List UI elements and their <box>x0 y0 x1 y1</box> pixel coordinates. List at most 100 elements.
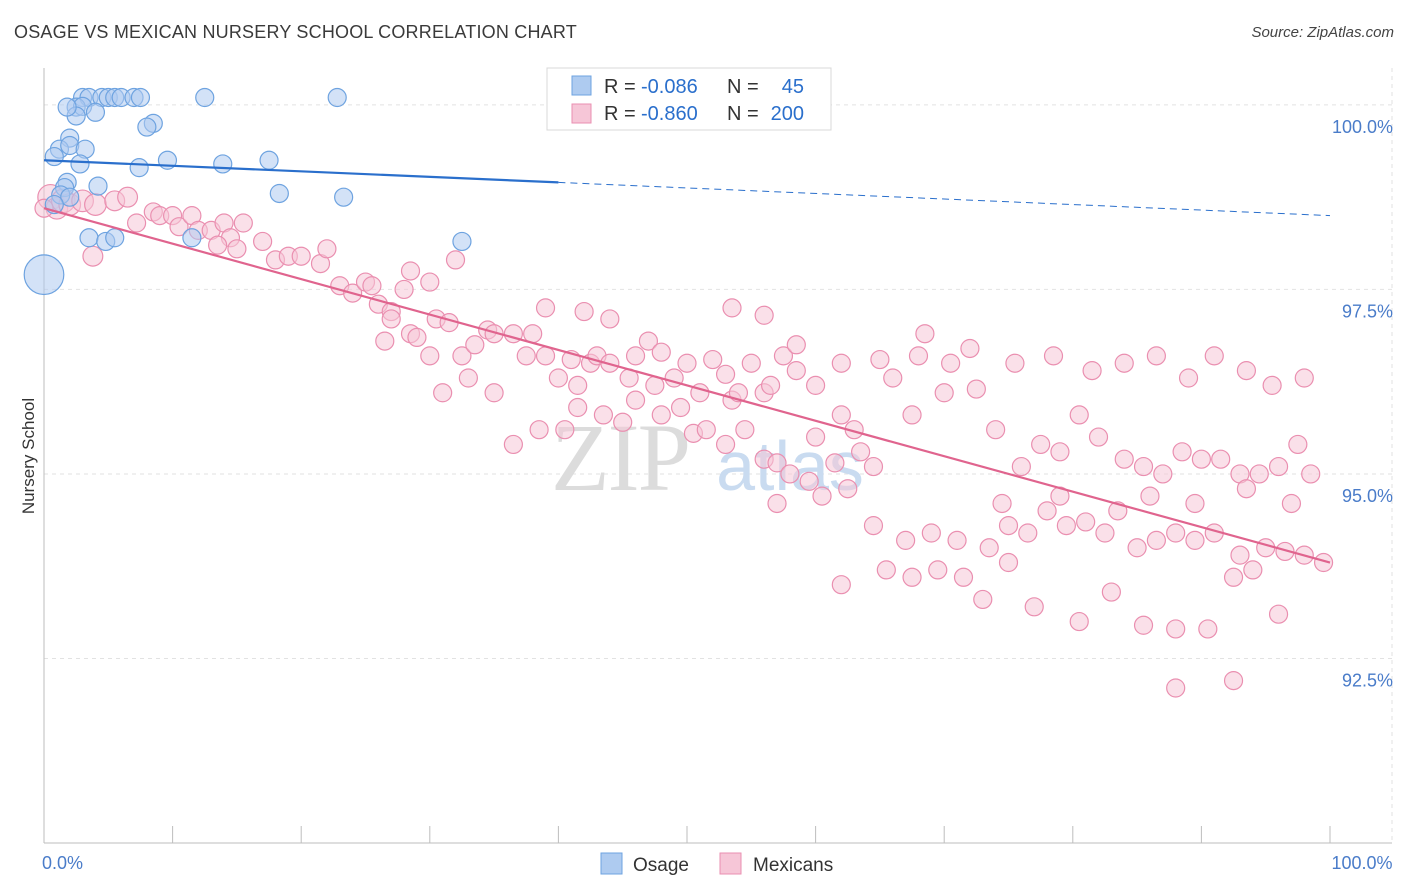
mexicans-point <box>1069 611 1089 632</box>
mexicans-points <box>34 183 1334 698</box>
osage-point <box>213 154 233 174</box>
osage-point <box>85 102 106 122</box>
mexicans-point <box>535 298 556 318</box>
osage-point <box>129 158 149 178</box>
mexicans-point <box>921 523 941 543</box>
mexicans-point <box>394 279 414 300</box>
mexicans-point <box>555 420 575 440</box>
y-tick-label: 100.0% <box>1332 117 1393 137</box>
osage-point <box>130 87 151 108</box>
mexicans-point <box>117 186 139 208</box>
stats-n-value-mexicans: 200 <box>771 103 804 125</box>
osage-point <box>137 117 157 137</box>
mexicans-point <box>1172 442 1192 462</box>
mexicans-point <box>82 245 104 267</box>
mexicans-point <box>516 346 536 366</box>
mexicans-point <box>362 276 382 296</box>
mexicans-point <box>1198 619 1218 639</box>
mexicans-point <box>998 516 1019 536</box>
osage-point <box>70 154 90 174</box>
osage-point <box>182 228 202 248</box>
mexicans-point <box>941 353 961 373</box>
osage-point <box>44 146 64 167</box>
mexicans-point <box>805 427 826 447</box>
mexicans-point <box>208 235 228 255</box>
mexicans-point <box>529 420 549 440</box>
mexicans-point <box>1166 678 1186 698</box>
stats-r-value-osage: -0.086 <box>641 76 698 98</box>
mexicans-point <box>677 353 697 373</box>
osage-point <box>57 97 77 117</box>
stats-r-label-osage: R = <box>604 76 636 98</box>
mexicans-point <box>1056 516 1076 536</box>
mexicans-point <box>767 453 787 473</box>
mexicans-point <box>169 217 189 237</box>
mexicans-point <box>1256 538 1276 558</box>
mexicans-point <box>851 442 871 462</box>
mexicans-point <box>908 346 929 366</box>
mexicans-point <box>1005 353 1025 373</box>
mexicans-point <box>1294 368 1314 388</box>
mexicans-point <box>1018 523 1038 543</box>
mexicans-point <box>1101 582 1121 602</box>
mexicans-point <box>381 309 401 329</box>
mexicans-point <box>786 361 806 381</box>
osage-trend-line <box>43 159 559 184</box>
osage-point <box>195 87 215 108</box>
stats-swatch-osage <box>571 75 592 96</box>
y-axis-title: Nursery School <box>19 398 38 514</box>
mexicans-point <box>1050 442 1070 462</box>
mexicans-point <box>625 390 646 410</box>
mexicans-point <box>465 335 485 355</box>
mexicans-point <box>715 434 736 455</box>
mexicans-point <box>1127 538 1147 558</box>
mexicans-point <box>400 261 421 281</box>
mexicans-point <box>1288 434 1308 455</box>
mexicans-point <box>786 335 806 355</box>
mexicans-point <box>876 560 896 580</box>
mexicans-point <box>433 383 453 403</box>
mexicans-point <box>548 368 569 388</box>
mexicans-point <box>651 405 671 425</box>
mexicans-point <box>960 338 980 359</box>
mexicans-point <box>780 464 800 484</box>
chart-title: OSAGE VS MEXICAN NURSERY SCHOOL CORRELAT… <box>14 22 577 42</box>
mexicans-point <box>831 405 851 425</box>
mexicans-point <box>1204 346 1224 366</box>
mexicans-point <box>651 342 671 362</box>
mexicans-point <box>928 560 948 580</box>
mexicans-point <box>1230 545 1250 565</box>
mexicans-point <box>953 567 974 587</box>
mexicans-point <box>1166 523 1186 543</box>
mexicans-point <box>233 213 253 233</box>
mexicans-point <box>126 213 147 233</box>
source-credit: Source: ZipAtlas.com <box>1251 24 1394 41</box>
mexicans-point <box>715 364 736 384</box>
mexicans-point <box>1095 523 1115 543</box>
mexicans-point <box>452 346 472 366</box>
mexicans-point <box>863 516 884 536</box>
mexicans-point <box>902 567 922 587</box>
mexicans-point <box>1114 449 1134 469</box>
mexicans-point <box>1268 456 1289 477</box>
mexicans-point <box>934 383 954 403</box>
mexicans-point <box>966 379 986 399</box>
osage-point <box>23 254 65 296</box>
mexicans-point <box>1262 375 1282 395</box>
mexicans-point <box>831 575 851 595</box>
mexicans-point <box>760 375 781 395</box>
mexicans-point <box>973 589 993 610</box>
mexicans-point <box>870 349 890 370</box>
mexicans-point <box>1268 604 1289 624</box>
mexicans-point <box>812 486 832 506</box>
mexicans-point <box>84 193 107 216</box>
mexicans-point <box>825 453 845 473</box>
mexicans-point <box>979 538 999 558</box>
mexicans-point <box>670 397 691 418</box>
stats-r-value-mexicans: -0.860 <box>641 103 698 125</box>
mexicans-point <box>1133 456 1154 477</box>
osage-point <box>452 231 472 252</box>
osage-point <box>60 187 80 207</box>
stats-n-label-mexicans: N = <box>727 103 759 125</box>
